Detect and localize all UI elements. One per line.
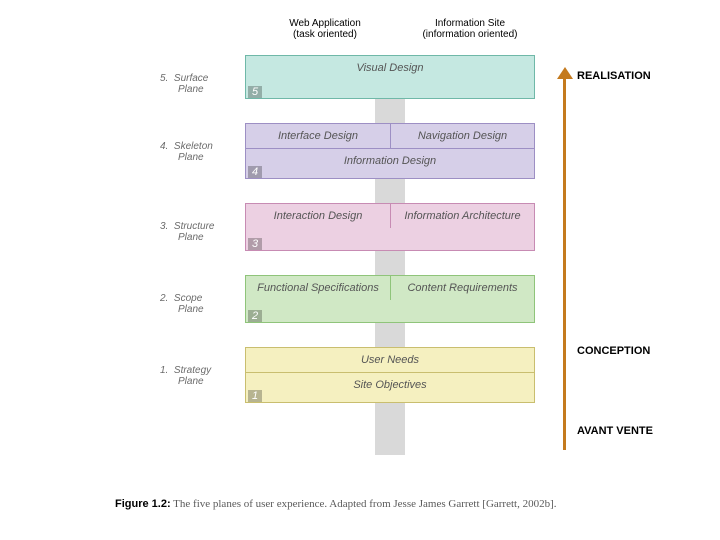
plane-cell: Content Requirements (390, 276, 534, 300)
plane-row: 1. StrategyPlaneUser NeedsSite Objective… (160, 347, 535, 403)
plane-cell: Interface Design (246, 124, 390, 148)
plane-number: 5 (248, 86, 262, 98)
plane-cell: Functional Specifications (246, 276, 390, 300)
plane-cell: Visual Design (246, 56, 534, 80)
plane-box: Visual Design 5 (245, 55, 535, 99)
plane-row: 3. StructurePlaneInteraction DesignInfor… (160, 203, 535, 251)
figure-caption: Figure 1.2: The five planes of user expe… (115, 498, 557, 510)
plane-number: 1 (248, 390, 262, 402)
plane-cell: Information Design (246, 149, 534, 173)
plane-label: 4. SkeletonPlane (160, 123, 245, 163)
column-headers: Web Application (task oriented) Informat… (265, 18, 530, 40)
plane-box: User NeedsSite Objectives1 (245, 347, 535, 403)
plane-cell: Interaction Design (246, 204, 390, 228)
phase-label: AVANT VENTE (577, 425, 653, 437)
header-right-sub: (information oriented) (410, 29, 530, 40)
plane-label: 2. ScopePlane (160, 275, 245, 315)
plane-label: 3. StructurePlane (160, 203, 245, 243)
plane-label: 1. StrategyPlane (160, 347, 245, 387)
plane-number: 3 (248, 238, 262, 250)
plane-box: Functional SpecificationsContent Require… (245, 275, 535, 323)
plane-box: Interface DesignNavigation DesignInforma… (245, 123, 535, 179)
arrow-head-icon (557, 67, 573, 79)
plane-label: 5. SurfacePlane (160, 55, 245, 95)
plane-box: Interaction DesignInformation Architectu… (245, 203, 535, 251)
caption-text: The five planes of user experience. Adap… (171, 498, 557, 510)
plane-cell: Site Objectives (246, 373, 534, 397)
header-left-sub: (task oriented) (265, 29, 385, 40)
caption-prefix: Figure 1.2: (115, 498, 171, 510)
plane-number: 4 (248, 166, 262, 178)
plane-cell: User Needs (246, 348, 534, 373)
plane-cell: Information Architecture (390, 204, 534, 228)
header-left: Web Application (task oriented) (265, 18, 385, 40)
plane-row: 4. SkeletonPlaneInterface DesignNavigati… (160, 123, 535, 179)
plane-row: 5. SurfacePlaneVisual Design 5 (160, 55, 535, 99)
plane-number: 2 (248, 310, 262, 322)
phase-label: CONCEPTION (577, 345, 650, 357)
arrow-line (563, 75, 566, 450)
plane-cell: Navigation Design (390, 124, 534, 148)
phase-label: REALISATION (577, 70, 651, 82)
header-right-title: Information Site (410, 18, 530, 29)
plane-row: 2. ScopePlaneFunctional SpecificationsCo… (160, 275, 535, 323)
header-right: Information Site (information oriented) (410, 18, 530, 40)
planes-stack: 5. SurfacePlaneVisual Design 5 4. Skeleton… (160, 55, 535, 427)
header-left-title: Web Application (265, 18, 385, 29)
